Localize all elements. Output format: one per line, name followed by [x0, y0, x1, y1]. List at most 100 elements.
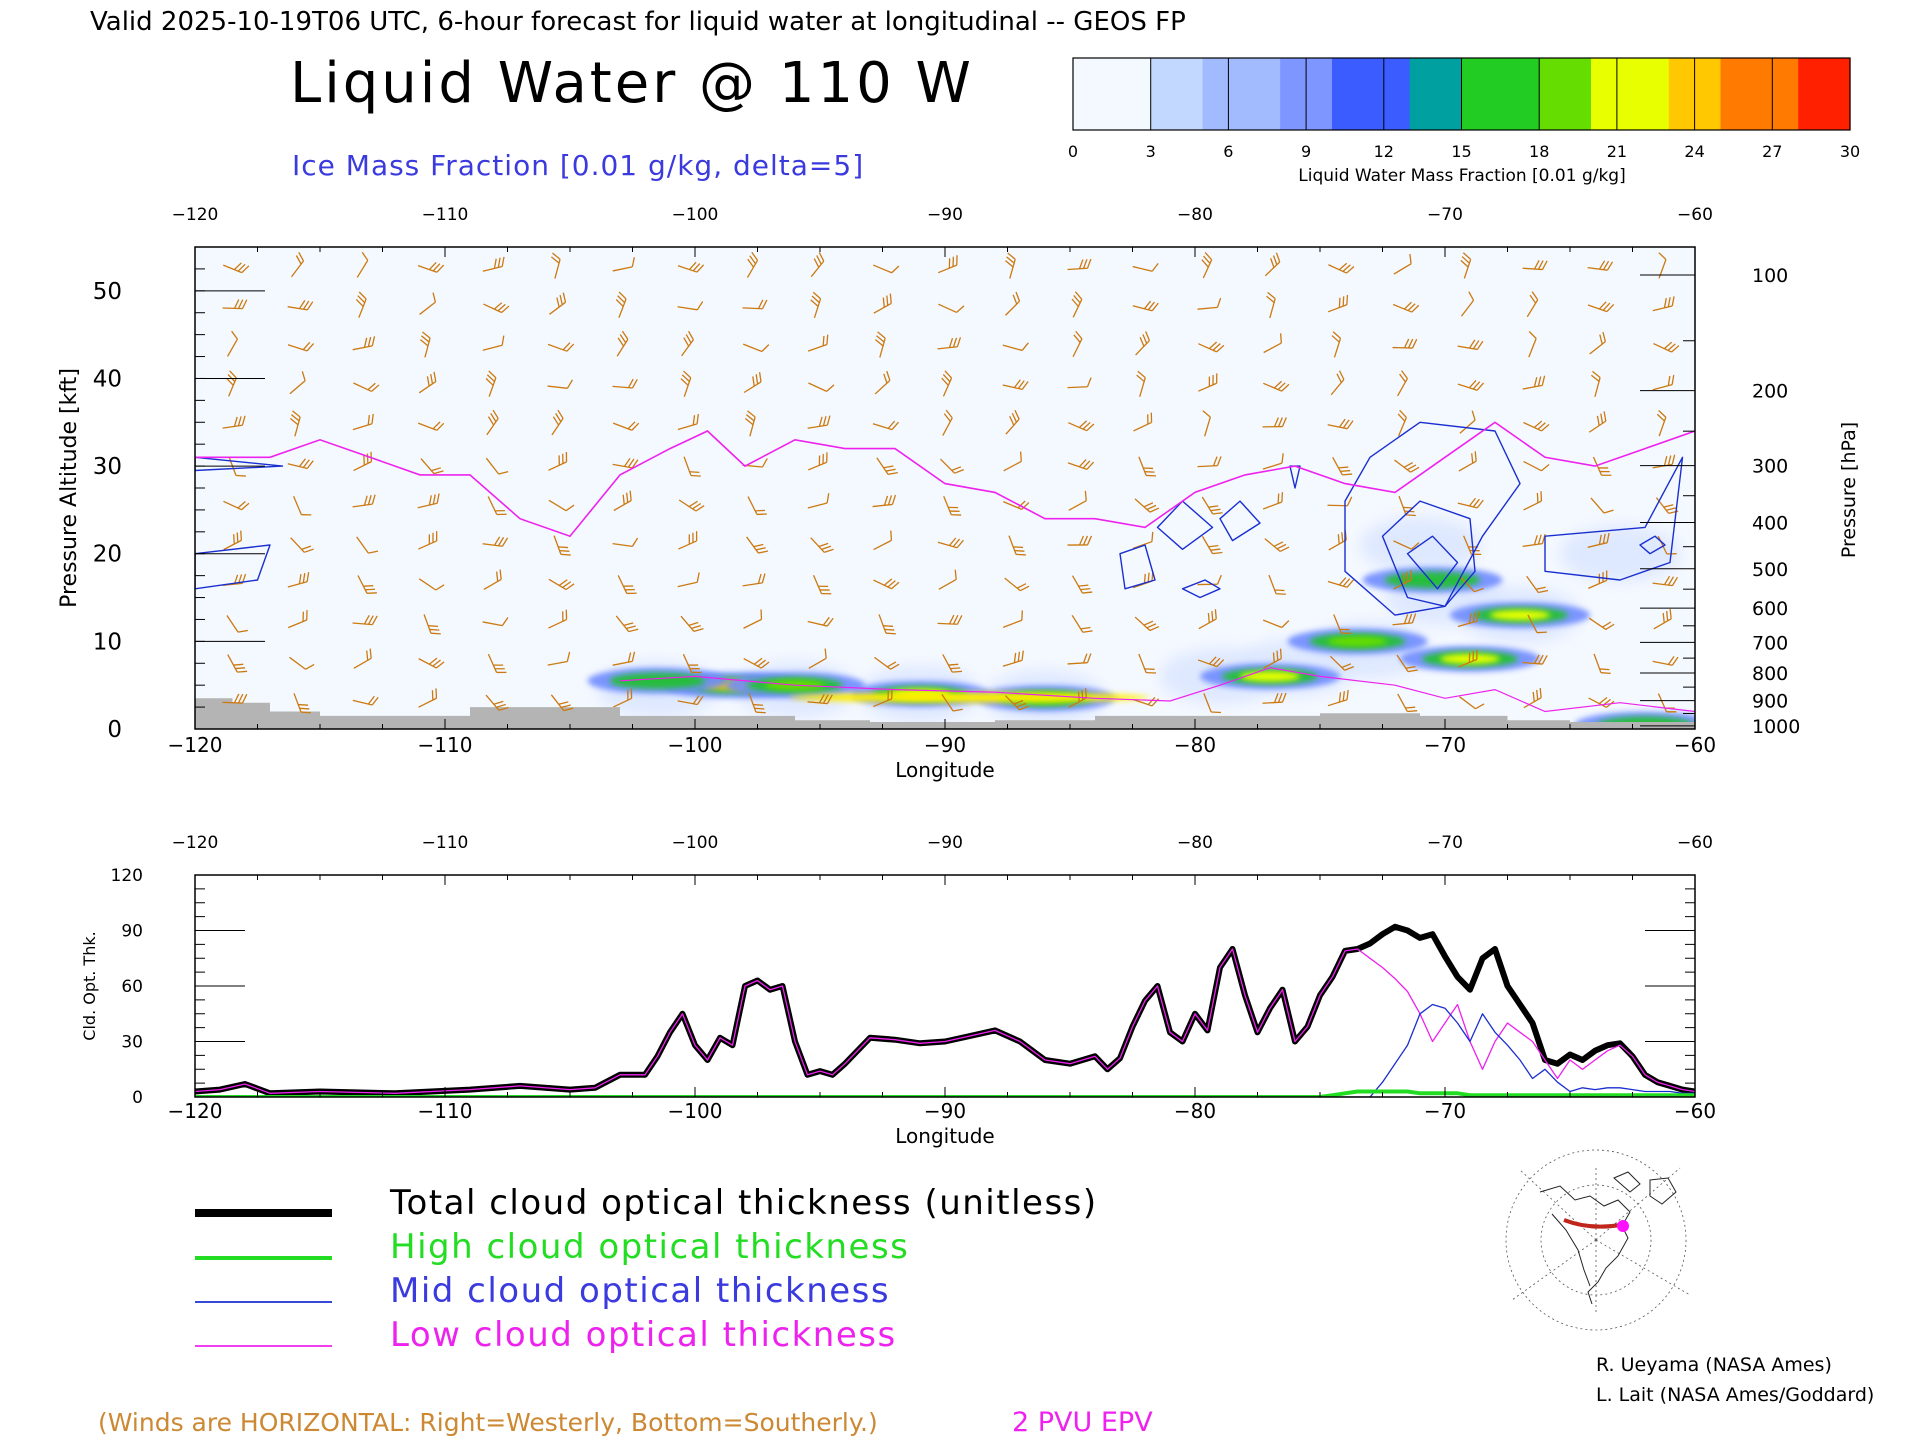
wind-barb [1002, 379, 1029, 391]
top-x-tick-label: −80 [1177, 205, 1213, 225]
wind-barb [1329, 655, 1355, 671]
wind-barb [549, 292, 567, 315]
wind-barb [222, 693, 248, 704]
wind-barb [874, 370, 891, 395]
top-x-tick-label: −90 [927, 205, 963, 225]
colorbar-tick-label: 9 [1301, 142, 1311, 161]
wind-barb [1457, 497, 1484, 509]
colorbar-segment [1098, 58, 1126, 130]
terrain-profile [195, 698, 1695, 729]
x-tick-label: −70 [1424, 1099, 1466, 1123]
optical-thickness-axes: −120 −120 −110 −110 −100 −100 −90 −90 −80 −80 −70 −… [111, 833, 1717, 1123]
wind-barb [418, 688, 438, 708]
top-x-tick-label: −60 [1677, 205, 1713, 225]
wind-barb [352, 413, 374, 431]
wind-barb [1005, 409, 1020, 435]
wind-barb [807, 493, 830, 509]
wind-barb [1262, 492, 1284, 510]
wind-barb [1587, 301, 1615, 313]
wind-barb [1328, 262, 1355, 274]
wind-barb [1653, 608, 1672, 630]
wind-barb [742, 299, 768, 310]
colorbar-segment [1565, 58, 1592, 130]
colorbar-label: Liquid Water Mass Fraction [0.01 g/kg] [1298, 166, 1625, 186]
wind-barb [1198, 341, 1225, 353]
wind-barb [1460, 252, 1472, 279]
wind-barb [613, 490, 632, 512]
inset-map-graticule [1505, 1149, 1691, 1331]
wind-barb [353, 451, 373, 472]
wind-barb [1327, 689, 1349, 707]
wind-barb [1203, 693, 1222, 714]
wind-barb [226, 615, 248, 633]
wind-barb [872, 420, 900, 431]
wind-barb [1528, 331, 1537, 358]
wind-barb [1587, 532, 1610, 548]
colorbar-segment [1254, 58, 1281, 130]
x-tick-label: −110 [418, 1099, 473, 1123]
pressure-tick-label: 100 [1752, 265, 1788, 287]
wind-barb [548, 609, 568, 629]
legend-label-total: Total cloud optical thickness (unitless) [389, 1183, 1098, 1223]
wind-barb [485, 694, 509, 711]
top-x-tick-label: −110 [422, 833, 469, 853]
wind-barb [810, 252, 825, 278]
wind-barb [678, 499, 705, 512]
wind-barb [1198, 609, 1217, 630]
y-tick-label: 120 [111, 866, 143, 886]
colorbar-segment [1824, 58, 1851, 130]
wind-barb [1397, 409, 1407, 437]
wind-barb [1526, 291, 1539, 318]
wind-barb [1392, 301, 1420, 313]
colorbar-segment [1124, 58, 1152, 130]
wind-barb [1460, 291, 1475, 317]
winds-note: (Winds are HORIZONTAL: Right=Westerly, B… [98, 1408, 878, 1437]
wind-barb [352, 695, 379, 706]
wind-barb [417, 421, 445, 431]
wind-barb [1201, 536, 1223, 555]
wind-barb [352, 615, 378, 626]
wind-barb [1197, 297, 1222, 310]
wind-barb [746, 251, 759, 278]
wind-barb [808, 382, 835, 392]
wind-barb [1593, 653, 1611, 675]
x-tick-label: −120 [168, 1099, 223, 1123]
wind-barb [222, 299, 248, 310]
wind-barb [1132, 696, 1160, 707]
ice-contour [1381, 500, 1476, 607]
wind-barb [878, 614, 896, 635]
wind-barb [612, 457, 639, 469]
wind-barb [1197, 456, 1222, 468]
colorbar-segment [1306, 58, 1333, 130]
wind-barb [1071, 291, 1083, 318]
epv-low-line [619, 667, 1695, 713]
wind-barb [1264, 538, 1290, 552]
pressure-tick-label: 800 [1752, 663, 1788, 685]
wind-barb [677, 413, 699, 431]
wind-barb [746, 536, 769, 554]
wind-barb [482, 335, 505, 351]
wind-barb [417, 261, 445, 273]
colorbar-segment [1280, 58, 1307, 130]
colorbar-segment [1668, 58, 1696, 130]
wind-barb [1132, 263, 1159, 272]
wind-barb [810, 291, 822, 319]
wind-barb [677, 572, 700, 588]
y-tick-label: 30 [121, 1033, 143, 1053]
wind-barb [1393, 540, 1420, 550]
wind-barb [807, 415, 831, 429]
colorbar-segment [1073, 58, 1100, 130]
wind-barb [418, 371, 437, 394]
wind-barb [1068, 420, 1095, 432]
wind-barb [1008, 535, 1026, 556]
wind-barb [356, 251, 369, 278]
wind-barb [613, 688, 633, 708]
wind-barb [1262, 692, 1287, 704]
wind-barb [483, 302, 510, 314]
wind-barb [942, 409, 953, 436]
wind-barb [1132, 300, 1159, 312]
wind-barb [873, 578, 900, 590]
wind-barb [1138, 653, 1157, 674]
wind-barb [548, 578, 575, 591]
colorbar-segment [1228, 58, 1255, 130]
